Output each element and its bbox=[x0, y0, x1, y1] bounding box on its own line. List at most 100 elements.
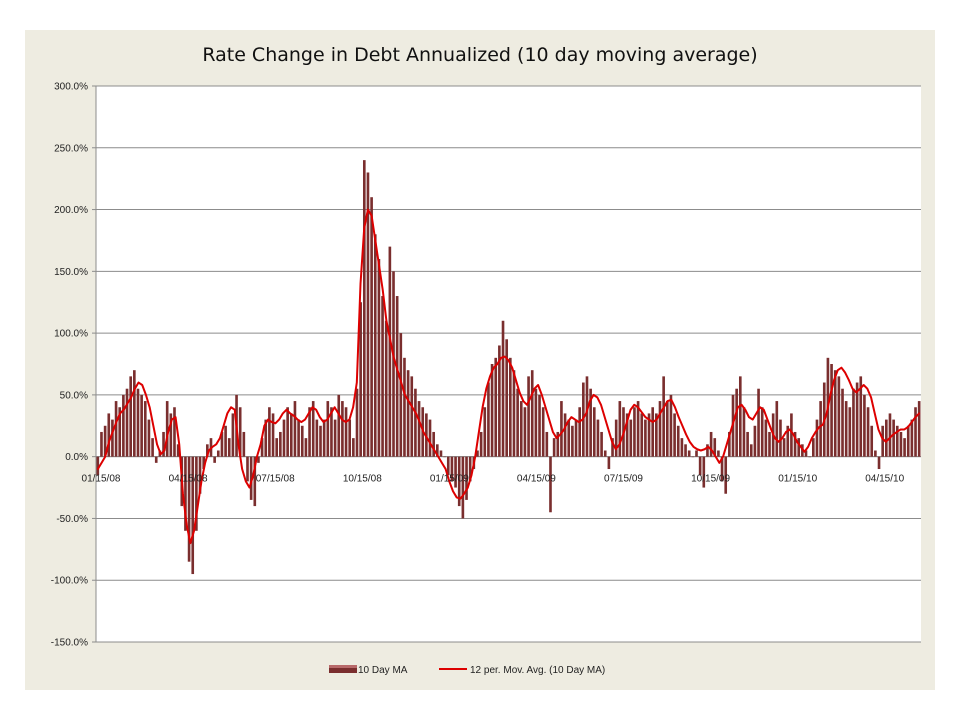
bar bbox=[114, 401, 118, 457]
bar bbox=[457, 456, 461, 507]
bar bbox=[691, 456, 695, 458]
bar bbox=[476, 450, 479, 457]
bar bbox=[505, 339, 508, 457]
bar bbox=[881, 425, 884, 457]
bar bbox=[757, 388, 760, 457]
bar bbox=[428, 419, 432, 457]
bar bbox=[669, 394, 673, 457]
bar bbox=[735, 388, 738, 457]
bar bbox=[914, 407, 917, 457]
y-tick-label: 100.0% bbox=[54, 329, 88, 340]
bar bbox=[341, 401, 344, 457]
bar bbox=[746, 431, 749, 457]
bar bbox=[399, 333, 403, 457]
bar bbox=[844, 401, 848, 457]
bar bbox=[479, 431, 483, 457]
bar bbox=[122, 394, 125, 457]
y-tick-label: 150.0% bbox=[54, 267, 88, 278]
bar bbox=[611, 438, 614, 457]
y-tick-label: -50.0% bbox=[56, 514, 88, 525]
bar bbox=[446, 456, 450, 476]
bar bbox=[589, 388, 592, 457]
bar bbox=[793, 431, 797, 457]
bar bbox=[322, 419, 326, 457]
bar bbox=[118, 407, 122, 457]
bar bbox=[96, 456, 100, 476]
bar bbox=[855, 382, 859, 457]
bar bbox=[279, 431, 282, 457]
bar bbox=[366, 172, 370, 457]
bar bbox=[300, 425, 304, 457]
bar bbox=[644, 419, 647, 457]
bar bbox=[892, 419, 895, 457]
bar bbox=[344, 407, 348, 457]
bar bbox=[461, 456, 465, 519]
bar bbox=[352, 438, 355, 457]
bar bbox=[392, 271, 395, 457]
bar bbox=[136, 388, 140, 457]
bar bbox=[687, 450, 691, 457]
bar bbox=[651, 407, 655, 457]
bar bbox=[917, 401, 921, 457]
x-tick-label: 10/15/09 bbox=[691, 474, 730, 485]
bar bbox=[373, 234, 377, 457]
bar bbox=[600, 431, 603, 457]
bar bbox=[162, 431, 165, 457]
bar bbox=[753, 425, 757, 457]
bar bbox=[819, 401, 822, 457]
bar bbox=[596, 419, 600, 457]
bar bbox=[333, 419, 337, 457]
y-tick-label: 50.0% bbox=[60, 390, 88, 401]
bar bbox=[173, 407, 176, 457]
bar bbox=[450, 456, 454, 482]
bar bbox=[264, 419, 268, 457]
bar bbox=[377, 258, 381, 457]
bar bbox=[465, 456, 468, 500]
bar bbox=[742, 407, 746, 457]
bar bbox=[220, 431, 224, 457]
bar bbox=[216, 450, 220, 457]
bar bbox=[775, 401, 779, 457]
bar bbox=[103, 425, 107, 457]
bar bbox=[629, 419, 633, 457]
x-tick-label: 04/15/09 bbox=[517, 474, 556, 485]
bar bbox=[362, 160, 366, 457]
x-tick-label: 01/15/10 bbox=[778, 474, 817, 485]
bar bbox=[381, 296, 384, 457]
bar bbox=[286, 407, 289, 457]
bar bbox=[268, 407, 271, 457]
bar bbox=[906, 425, 910, 457]
bar bbox=[224, 425, 227, 457]
bar bbox=[877, 456, 881, 470]
bar bbox=[326, 401, 330, 457]
bar bbox=[289, 413, 293, 457]
moving-average-line bbox=[96, 208, 921, 545]
bar bbox=[355, 388, 359, 457]
bar bbox=[571, 425, 574, 457]
bar bbox=[490, 364, 494, 457]
bar bbox=[804, 450, 808, 457]
bar bbox=[487, 382, 490, 457]
bar bbox=[417, 401, 421, 457]
bar bbox=[695, 450, 698, 457]
bar bbox=[848, 407, 852, 457]
bar bbox=[140, 394, 143, 457]
y-tick-label: 300.0% bbox=[54, 82, 88, 93]
bar bbox=[523, 407, 527, 457]
bar bbox=[640, 413, 644, 457]
bar bbox=[246, 456, 249, 482]
bar bbox=[509, 357, 512, 457]
bar bbox=[384, 320, 388, 457]
bar bbox=[512, 370, 516, 457]
bar bbox=[403, 357, 406, 457]
bar bbox=[782, 438, 786, 457]
bar bbox=[768, 431, 771, 457]
bar bbox=[439, 450, 443, 457]
bar bbox=[100, 431, 103, 457]
bar bbox=[165, 401, 169, 457]
bar bbox=[665, 401, 669, 457]
bar bbox=[764, 419, 768, 457]
bar bbox=[563, 413, 567, 457]
x-tick-label: 04/15/10 bbox=[865, 474, 904, 485]
x-tick-label: 01/15/08 bbox=[82, 474, 121, 485]
